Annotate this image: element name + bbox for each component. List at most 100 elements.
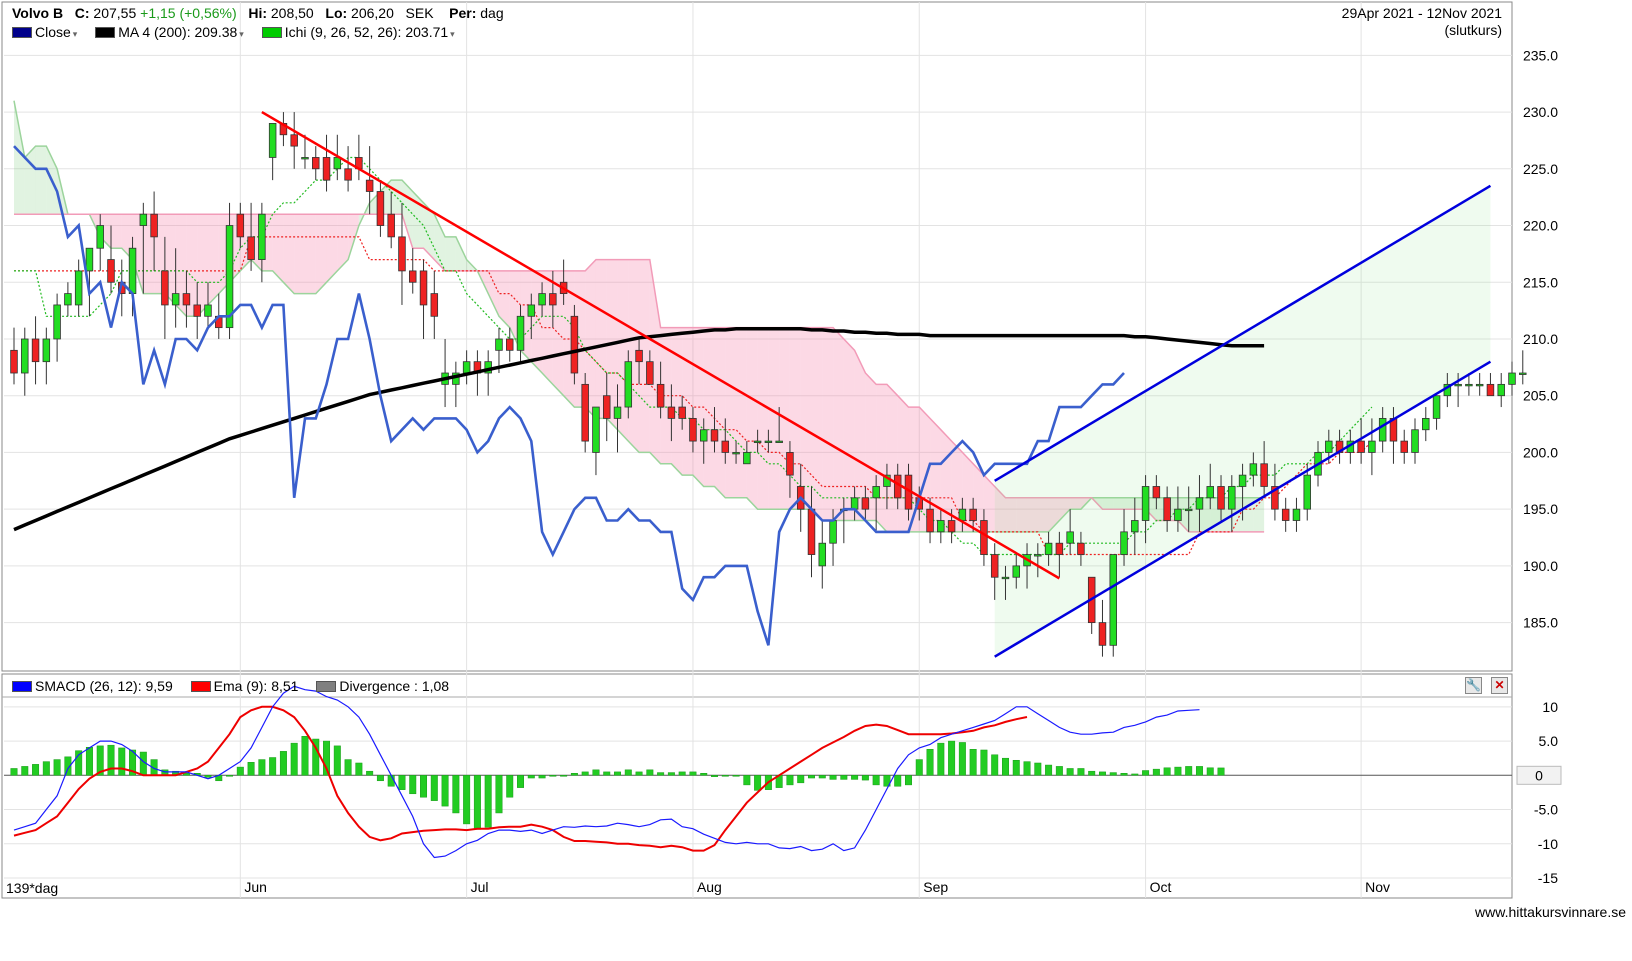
- legend-ema-swatch: [190, 681, 211, 692]
- price-tick-label: 205.0: [1523, 388, 1558, 404]
- candle-body: [365, 179, 374, 192]
- candle-body: [236, 213, 245, 238]
- candle-body: [613, 406, 622, 419]
- candle-body: [1012, 565, 1020, 578]
- main-legend: Close ▾ MA 4 (200): 209.38 ▾ Ichi (9, 26, …: [12, 24, 469, 40]
- ichimoku-cloud-segment: [24, 146, 36, 215]
- divergence-bar: [333, 745, 341, 776]
- candle-body: [1432, 395, 1441, 419]
- ichimoku-cloud-segment: [660, 327, 672, 464]
- ichimoku-cloud-segment: [283, 214, 295, 294]
- price-tick-label: 185.0: [1523, 615, 1558, 631]
- candle-body: [1228, 486, 1236, 510]
- divergence-bar: [861, 775, 869, 781]
- divergence-bar: [517, 775, 525, 788]
- macd-tick-label: -10: [1538, 836, 1558, 852]
- ichimoku-cloud-segment: [175, 214, 187, 317]
- divergence-bar: [1012, 759, 1020, 776]
- candle-body: [1271, 486, 1279, 510]
- price-type: (slutkurs): [1444, 22, 1502, 38]
- legend-smacd-swatch: [12, 681, 32, 692]
- legend-close[interactable]: Close ▾: [12, 24, 77, 40]
- ichimoku-cloud-segment: [1177, 497, 1189, 532]
- ichimoku-cloud-segment: [854, 350, 866, 521]
- legend-close-swatch: [12, 27, 32, 38]
- divergence-bar: [926, 749, 934, 776]
- legend-ma[interactable]: MA 4 (200): 209.38 ▾: [95, 24, 244, 40]
- candle-body: [527, 304, 536, 317]
- candle-body: [31, 338, 40, 363]
- candle-body: [1184, 508, 1193, 512]
- close-line: [13, 145, 1125, 646]
- candle-body: [549, 293, 557, 306]
- candle-body: [64, 293, 72, 306]
- divergence-bar: [840, 775, 848, 780]
- candle-body: [1098, 622, 1107, 646]
- divergence-bar: [592, 769, 600, 776]
- divergence-bar: [1077, 768, 1085, 776]
- candle-body: [1260, 463, 1268, 487]
- ichimoku-cloud-segment: [703, 327, 715, 487]
- candle-body: [268, 123, 277, 158]
- divergence-bar: [323, 740, 331, 776]
- ichimoku-cloud-segment: [789, 327, 801, 510]
- candle-body: [1109, 554, 1117, 646]
- candle-body: [1077, 542, 1085, 555]
- divergence-bar: [1023, 761, 1031, 776]
- close-icon[interactable]: ✕: [1491, 677, 1508, 694]
- candle-body: [1249, 463, 1258, 476]
- legend-divergence[interactable]: Divergence : 1,08: [316, 678, 449, 694]
- divergence-bar: [829, 775, 837, 780]
- smacd-line: [13, 685, 1200, 859]
- candle-body: [398, 236, 406, 272]
- divergence-bar: [689, 771, 697, 776]
- ichimoku-cloud-segment: [725, 327, 737, 498]
- period-label: Per:: [449, 5, 477, 21]
- price-tick-label: 235.0: [1523, 47, 1558, 63]
- divergence-bar: [657, 772, 665, 776]
- price-tick-label: 215.0: [1523, 274, 1558, 290]
- ichimoku-cloud-segment: [1124, 497, 1135, 510]
- candle-body: [193, 304, 201, 317]
- candle-body: [139, 213, 148, 226]
- divergence-bar: [85, 746, 93, 776]
- candle-body: [1486, 383, 1495, 397]
- divergence-bar: [603, 771, 611, 776]
- high-value: 208,50: [270, 5, 314, 21]
- divergence-bar: [549, 775, 557, 777]
- legend-ichi[interactable]: Ichi (9, 26, 52, 26): 203.71 ▾: [261, 24, 455, 40]
- candle-body: [430, 293, 439, 317]
- ma200-line: [13, 327, 1265, 532]
- candle-body: [656, 383, 665, 408]
- legend-smacd[interactable]: SMACD (26, 12): 9,59: [12, 678, 173, 694]
- divergence-bar: [958, 742, 966, 776]
- macd-tick-label: 10: [1542, 699, 1558, 715]
- ichimoku-cloud-segment: [401, 180, 413, 249]
- divergence-bar: [376, 775, 384, 782]
- wrench-icon[interactable]: 🔧: [1465, 677, 1482, 694]
- legend-ema[interactable]: Ema (9): 8,51: [190, 678, 298, 694]
- ichimoku-cloud-segment: [315, 214, 327, 294]
- month-label: Sep: [923, 879, 948, 895]
- candle-body: [1206, 486, 1214, 499]
- candle-body: [990, 554, 999, 578]
- divergence-bar: [1185, 766, 1193, 776]
- ichimoku-cloud-segment: [682, 327, 693, 476]
- ichimoku-cloud-segment: [822, 327, 834, 521]
- candle-body: [1055, 542, 1064, 555]
- candle-body: [1066, 531, 1074, 544]
- candle-body: [1411, 429, 1419, 453]
- date-range: 29Apr 2021 - 12Nov 2021: [1341, 5, 1502, 21]
- candle-body: [74, 270, 83, 306]
- divergence-bar: [1206, 767, 1214, 776]
- month-label: Jun: [244, 879, 267, 895]
- month-label: Aug: [697, 879, 722, 895]
- ichimoku-cloud-segment: [800, 327, 812, 510]
- ichimoku-cloud-segment: [434, 214, 446, 271]
- divergence-bar: [948, 740, 956, 776]
- ichimoku-cloud-segment: [35, 146, 47, 215]
- divergence-bar: [1163, 767, 1171, 776]
- candle-body: [732, 452, 740, 455]
- ichimoku-cloud-segment: [714, 327, 726, 498]
